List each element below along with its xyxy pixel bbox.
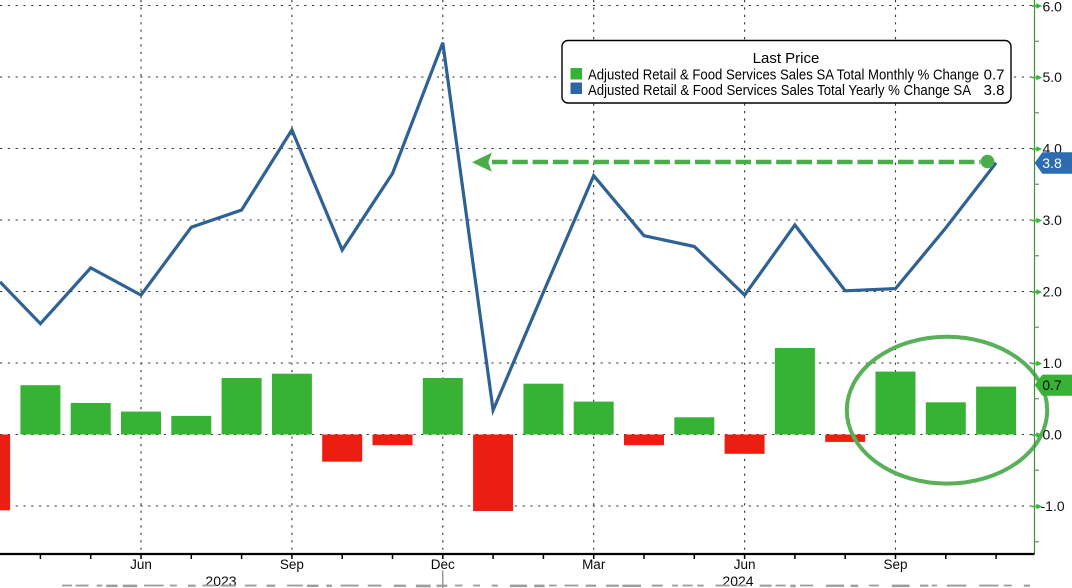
svg-text:0.7: 0.7 [984,67,1005,84]
svg-text:1.0: 1.0 [1043,355,1063,371]
svg-text:3.8: 3.8 [1042,155,1062,171]
svg-text:Jun: Jun [734,557,756,572]
svg-text:3.0: 3.0 [1043,212,1063,228]
svg-text:Mar: Mar [582,557,606,572]
svg-text:-1.0: -1.0 [1041,498,1065,514]
svg-text:Last Price: Last Price [753,50,820,67]
svg-text:Jun: Jun [130,557,152,572]
svg-text:6.0: 6.0 [1043,0,1063,15]
svg-text:Dec: Dec [431,557,455,572]
svg-text:3.8: 3.8 [984,82,1005,99]
svg-text:0.0: 0.0 [1043,427,1063,443]
svg-text:2023: 2023 [205,573,236,588]
svg-text:Sep: Sep [883,557,907,572]
svg-text:Adjusted Retail & Food Service: Adjusted Retail & Food Services Sales SA… [588,67,979,84]
svg-text:Adjusted Retail & Food Service: Adjusted Retail & Food Services Sales To… [588,82,971,99]
svg-text:2024: 2024 [722,573,753,588]
svg-text:5.0: 5.0 [1043,69,1063,85]
svg-text:2.0: 2.0 [1043,284,1063,300]
svg-text:0.7: 0.7 [1042,377,1062,393]
svg-text:Sep: Sep [280,557,304,572]
